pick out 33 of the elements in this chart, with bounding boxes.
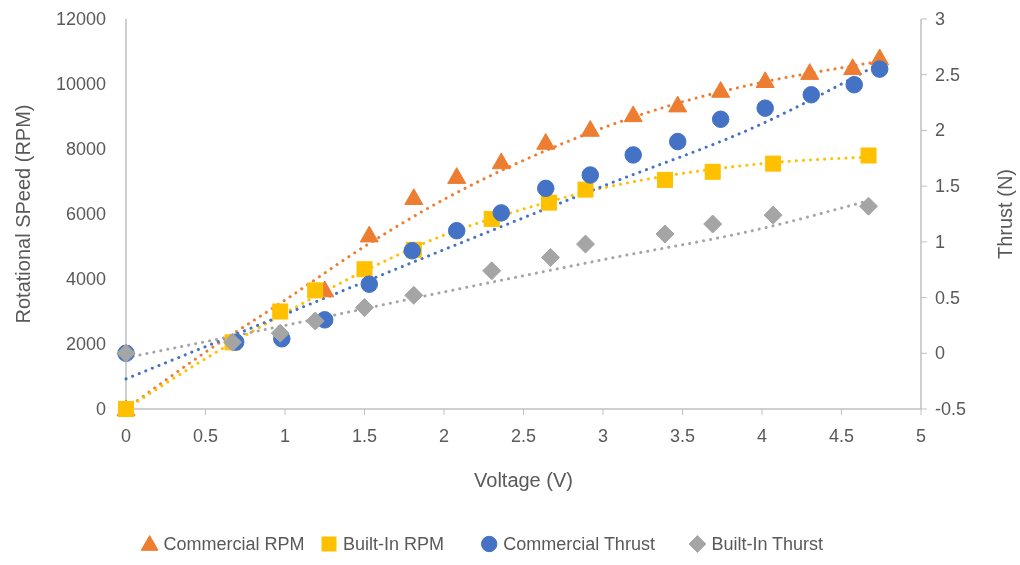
y-tick-label: 8000 (65, 139, 106, 159)
y2-tick-label: 2.5 (935, 64, 961, 85)
y-tick-label: 10000 (55, 74, 106, 94)
y-tick-label: 2000 (65, 334, 106, 354)
legend-label: Built-In Thurst (711, 534, 824, 554)
x-tick-label: 1 (279, 426, 291, 446)
y2-tick-label: 1 (935, 231, 946, 252)
y-tick-label: 6000 (65, 204, 106, 224)
x-tick-label: 3 (597, 426, 609, 446)
y2-tick-label: 1.5 (935, 176, 961, 197)
x-tick-label: 0 (120, 426, 132, 446)
legend-label: Commercial Thrust (503, 534, 655, 554)
x-tick-label: 1.5 (351, 426, 378, 446)
x-tick-label: 4 (756, 426, 768, 446)
legend-label: Built-In RPM (343, 534, 445, 554)
x-tick-label: 3.5 (669, 426, 696, 446)
x-tick-label: 2.5 (510, 426, 537, 446)
y-axis-title: Rotational SPeed (RPM) (12, 104, 34, 324)
y2-tick-label: 0 (935, 343, 946, 364)
y2-tick-label: 2 (935, 120, 946, 141)
legend-label: Commercial RPM (163, 534, 305, 554)
y2-tick-label: 0.5 (935, 287, 961, 308)
y-tick-label: 12000 (55, 9, 106, 29)
y2-tick-label: 3 (935, 9, 946, 29)
x-tick-label: 2 (438, 426, 450, 446)
y-tick-label: 0 (95, 399, 106, 419)
y2-axis-title: Thrust (N) (994, 169, 1016, 259)
x-tick-label: 0.5 (192, 426, 219, 446)
x-axis-title: Voltage (V) (474, 469, 573, 491)
x-tick-label: 5 (915, 426, 927, 446)
y-tick-label: 4000 (65, 269, 106, 289)
y2-tick-label: -0.5 (935, 399, 967, 419)
x-tick-label: 4.5 (828, 426, 855, 446)
